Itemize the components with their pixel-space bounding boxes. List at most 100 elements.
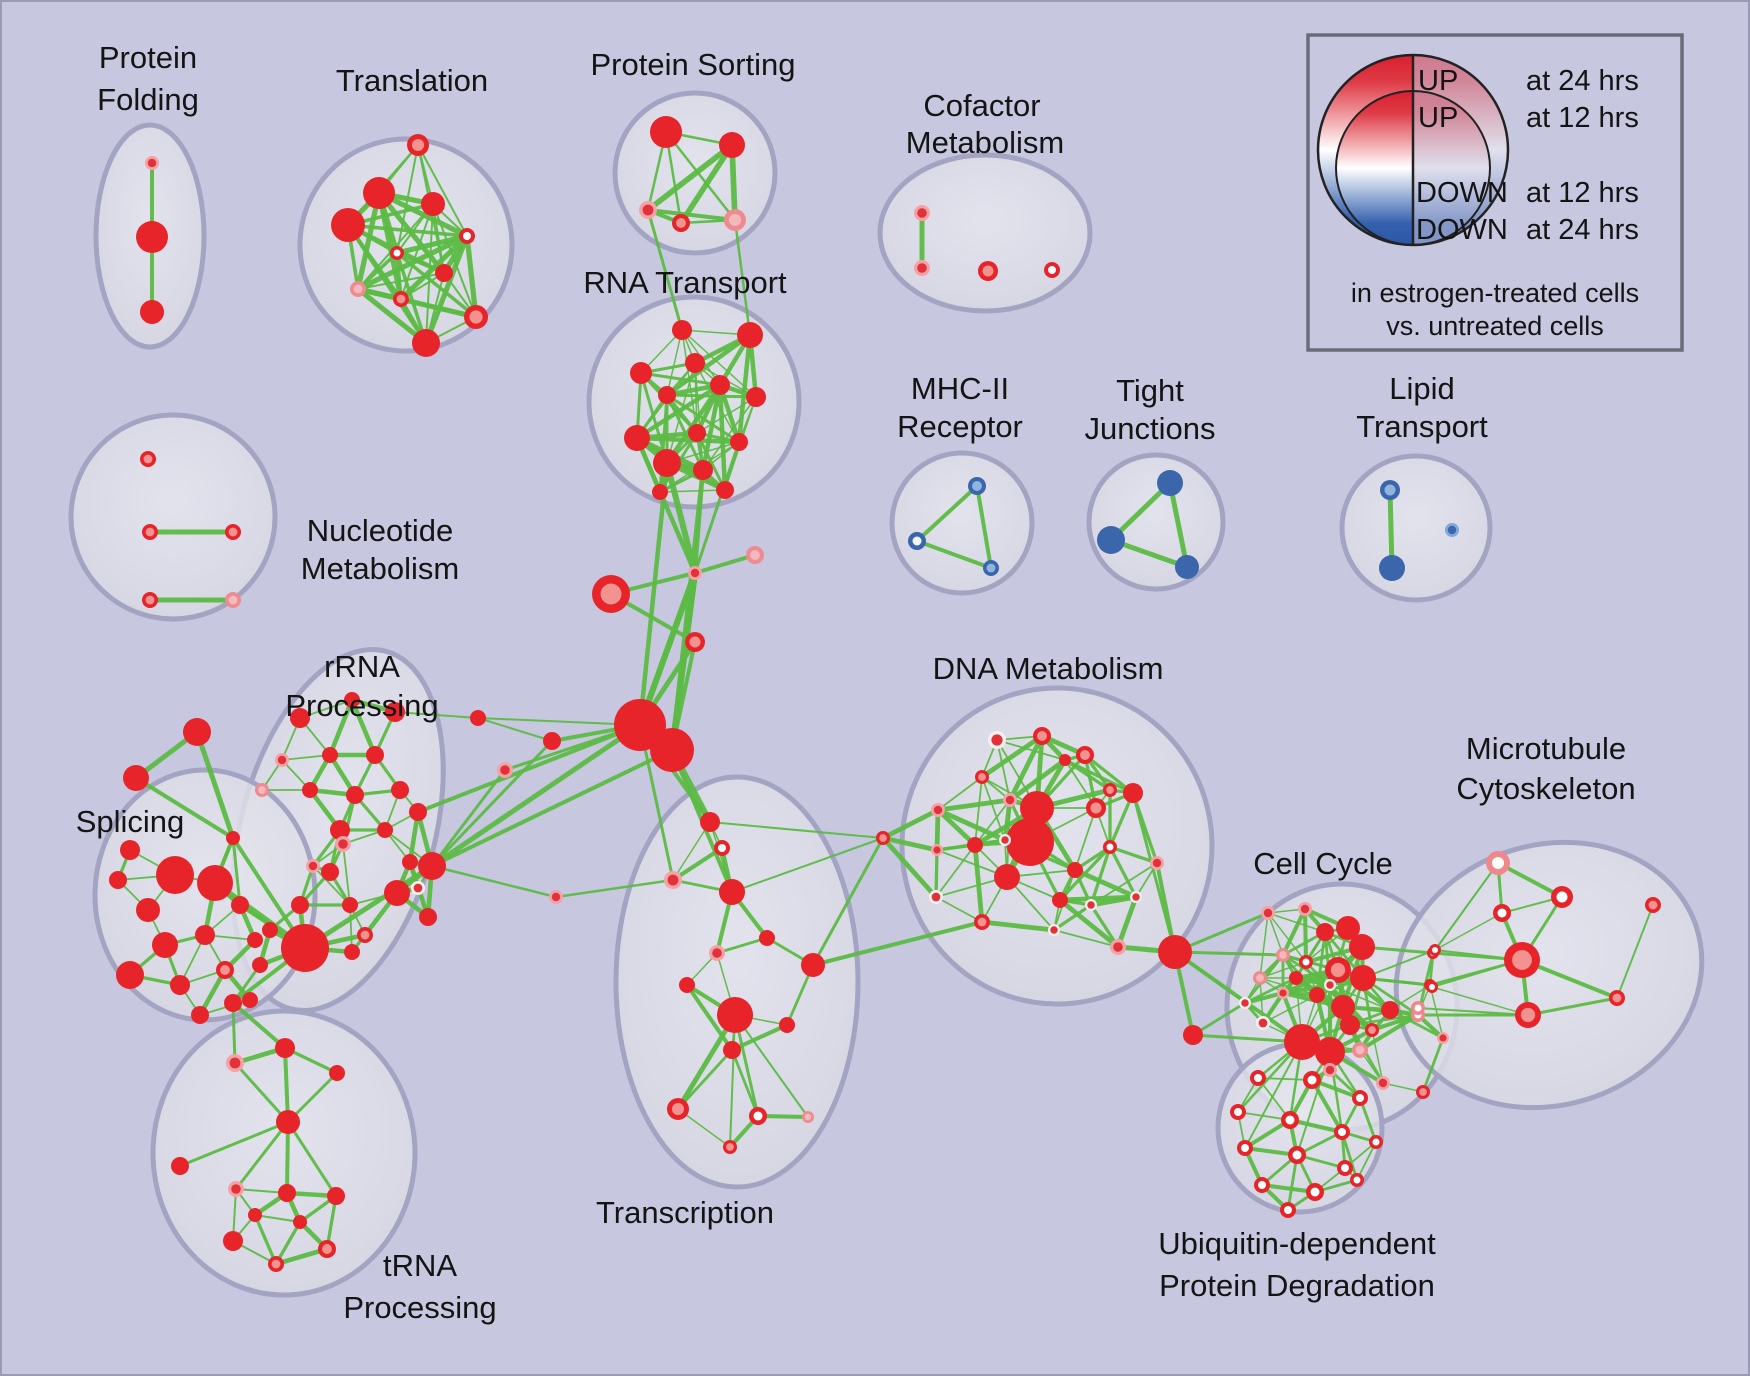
network-node-center-cell-cycle — [1300, 904, 1310, 914]
network-node-dna-metabolism — [1059, 754, 1071, 766]
network-node-center-microtubule-cytoskeleton — [1556, 891, 1568, 903]
network-edge-transcription — [729, 1014, 736, 1148]
network-node-rrna-processing — [262, 922, 278, 938]
network-edge-intercluster — [731, 837, 884, 893]
network-edge-translation — [395, 251, 478, 319]
network-edge-microtubule-cytoskeleton — [1616, 904, 1654, 999]
network-node-center-microtubule-cytoskeleton — [1414, 1004, 1422, 1012]
network-node-transcription — [801, 953, 825, 977]
network-node-center-dna-metabolism — [933, 805, 943, 815]
legend-direction-label: DOWN — [1416, 214, 1508, 246]
network-edge-rrna-processing — [312, 865, 351, 906]
network-node-center-lipid-transport — [1447, 525, 1457, 535]
network-edge-bridge-hub — [694, 553, 756, 575]
network-node-rrna-processing — [322, 747, 338, 763]
network-node-center-ubiquitin-degradation — [1292, 1150, 1302, 1160]
network-edge-dna-metabolism — [980, 734, 1044, 779]
network-edge-rrna-processing — [281, 754, 331, 761]
network-node-splicing — [156, 856, 194, 894]
network-node-center-dna-metabolism — [1132, 893, 1140, 901]
network-node-dna-metabolism — [967, 837, 983, 853]
network-edge-cell-cycle — [1267, 912, 1307, 963]
network-node-dna-metabolism — [994, 864, 1020, 890]
network-edge-protein-sorting — [678, 143, 735, 225]
network-node-center-trna-processing — [231, 1184, 241, 1194]
network-edge-cell-cycle — [1267, 912, 1284, 956]
network-node-center-translation — [396, 294, 406, 304]
network-node-splicing — [136, 898, 160, 922]
network-node-trna-processing — [171, 1157, 189, 1175]
network-node-rrna-processing — [330, 820, 350, 840]
network-node-transcription — [700, 812, 720, 832]
network-edge-intercluster — [1342, 1005, 1419, 1017]
network-node-center-translation — [411, 138, 425, 152]
network-node-cell-cycle — [1331, 995, 1355, 1019]
network-edge-lipid-transport — [1387, 489, 1395, 569]
network-edge-intercluster — [430, 769, 507, 867]
network-node-trna-processing — [248, 1208, 262, 1222]
network-node-splicing — [170, 975, 190, 995]
network-edge-intercluster — [1349, 1013, 1419, 1027]
network-node-center-nucleotide-metabolism — [228, 527, 238, 537]
network-edge-translation — [423, 235, 470, 344]
network-edge-dna-metabolism — [974, 776, 983, 846]
network-node-center-dna-metabolism — [991, 734, 1003, 746]
network-node-center-ubiquitin-degradation — [1325, 1065, 1335, 1075]
cluster-label-rna-transport: RNA Transport — [583, 265, 787, 300]
network-edge-intercluster — [430, 739, 554, 868]
network-node-center-rrna-processing — [258, 786, 266, 794]
network-node-trna-processing — [224, 994, 242, 1012]
nodes-layer — [109, 116, 1661, 1272]
network-node-cell-cycle — [1309, 987, 1325, 1003]
network-node-center-bridge-hub — [750, 550, 760, 560]
network-node-center-ubiquitin-degradation — [1234, 1108, 1242, 1116]
network-edge-transcription — [676, 1049, 734, 1110]
network-node-cell-cycle — [1284, 1024, 1320, 1060]
network-edge-dna-metabolism — [981, 919, 1055, 933]
network-edge-ubiquitin-degradation — [1310, 1079, 1344, 1133]
network-node-center-protein-sorting — [676, 218, 686, 228]
legend-direction-label: DOWN — [1416, 177, 1508, 209]
network-edge-rna-transport — [700, 384, 723, 471]
network-node-center-cell-cycle — [1256, 974, 1264, 982]
network-node-center-cell-cycle — [1258, 1018, 1268, 1028]
network-node-transcription — [717, 997, 753, 1033]
network-node-trna-processing — [276, 1110, 300, 1134]
network-node-center-translation — [353, 284, 363, 294]
network-edge-dna-metabolism — [1007, 734, 1045, 802]
cluster-label-protein-sorting: Protein Sorting — [590, 47, 795, 82]
network-node-transcription — [719, 879, 745, 905]
network-node-center-protein-sorting — [728, 213, 742, 227]
network-edge-intercluster — [1244, 1041, 1303, 1149]
network-edge-trna-processing — [179, 1120, 289, 1168]
network-node-center-bridge-hub — [500, 765, 510, 775]
network-node-center-transcription — [671, 1102, 685, 1116]
network-edge-trna-processing — [234, 1121, 290, 1190]
cluster-label-protein-folding: Protein — [99, 40, 197, 75]
cluster-ellipse-lipid-transport — [1339, 453, 1493, 603]
network-edge-cell-cycle — [1329, 984, 1391, 1011]
network-node-splicing — [120, 840, 140, 860]
network-edge-rrna-processing — [327, 699, 355, 756]
network-node-splicing — [183, 718, 211, 746]
cluster-ellipse-transcription — [613, 774, 861, 1190]
network-edge-transcription — [731, 1023, 788, 1052]
network-node-rna-transport — [710, 375, 730, 395]
network-node-translation — [331, 208, 365, 242]
network-node-dna-metabolism — [1052, 892, 1068, 908]
network-edge-cell-cycle — [1192, 1001, 1246, 1037]
network-node-splicing — [231, 896, 249, 914]
network-edge-transcription — [685, 983, 734, 1052]
network-node-center-dna-metabolism — [1106, 843, 1114, 851]
network-node-protein-folding — [136, 221, 168, 253]
network-node-trna-processing — [278, 1184, 296, 1202]
legend-time-label: at 24 hrs — [1526, 214, 1639, 246]
network-node-cell-cycle — [1315, 1037, 1345, 1067]
network-edge-translation — [417, 144, 468, 237]
network-node-center-rrna-processing — [413, 883, 423, 893]
network-node-center-microtubule-cytoskeleton — [1512, 950, 1532, 970]
network-node-center-dna-metabolism — [1037, 731, 1047, 741]
network-edge-dna-metabolism — [1108, 846, 1138, 898]
network-node-splicing — [197, 865, 233, 901]
network-node-trna-processing — [327, 1187, 345, 1205]
